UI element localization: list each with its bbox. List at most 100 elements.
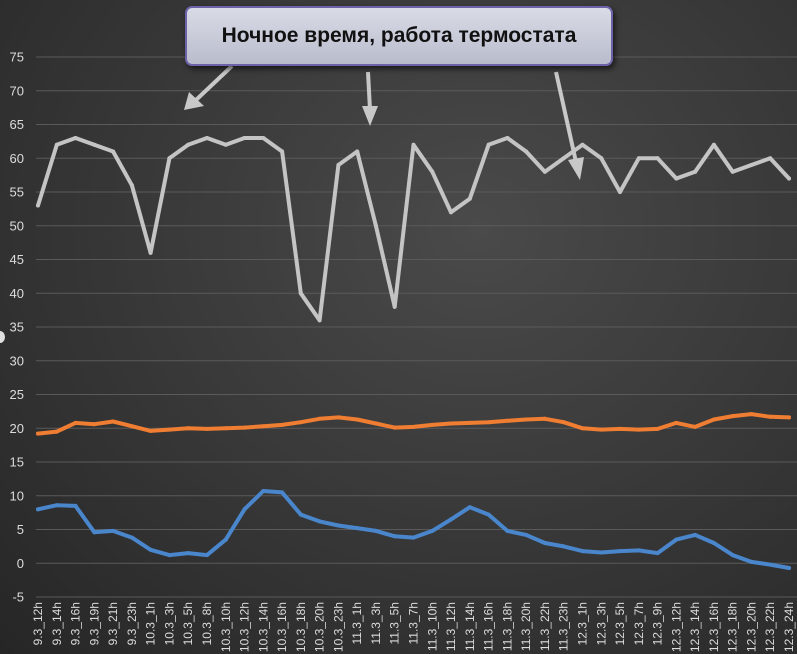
y-tick-label: 50 — [10, 218, 24, 233]
data-point — [561, 420, 566, 425]
data-point — [749, 163, 754, 167]
arrow-3 — [554, 71, 578, 163]
x-tick-label: 11.3_5h — [388, 602, 402, 645]
data-point — [92, 530, 97, 535]
x-tick-label: 12.3_5h — [613, 602, 627, 645]
data-point — [467, 505, 472, 510]
data-point — [392, 534, 397, 539]
y-tick-label: 65 — [10, 117, 24, 132]
data-point — [768, 562, 773, 567]
data-point — [392, 304, 397, 309]
y-tick-label: 40 — [10, 286, 24, 301]
x-tick-label: 10.3_12h — [238, 602, 252, 652]
arrow-2 — [366, 71, 372, 111]
x-tick-label: 10.3_23h — [331, 602, 345, 652]
data-point — [768, 414, 773, 419]
y-tick-label: 25 — [10, 387, 24, 402]
data-point — [561, 156, 566, 161]
data-point — [449, 421, 453, 426]
data-point — [674, 176, 679, 181]
data-point — [524, 532, 529, 537]
x-tick-label: 10.3_14h — [256, 602, 270, 652]
data-point — [599, 550, 604, 555]
data-point — [580, 142, 585, 147]
data-point — [430, 422, 435, 427]
arrow-3-head — [568, 157, 584, 180]
data-point — [148, 547, 153, 552]
data-point — [298, 420, 303, 425]
data-point — [411, 535, 416, 540]
x-tick-label: 12.3_22h — [763, 602, 777, 652]
y-tick-label: 55 — [10, 185, 24, 200]
x-tick-label: 9.3_19h — [87, 602, 101, 645]
data-point — [36, 431, 40, 436]
x-tick-label: 12.3_7h — [632, 602, 646, 645]
data-point — [618, 426, 622, 431]
data-point — [467, 420, 472, 425]
data-point — [261, 424, 266, 429]
data-point — [242, 136, 247, 140]
data-point — [430, 169, 435, 174]
data-point — [148, 250, 153, 255]
callout-arrows — [184, 64, 584, 180]
x-tick-label: 10.3_18h — [294, 602, 308, 652]
data-point — [317, 416, 322, 421]
x-tick-label: 11.3_23h — [557, 602, 571, 651]
data-point — [205, 553, 209, 558]
data-point — [655, 426, 660, 431]
x-tick-label: 12.3_18h — [726, 602, 740, 652]
data-point — [167, 156, 172, 161]
data-point — [205, 426, 209, 431]
data-point — [36, 203, 40, 208]
x-tick-label: 11.3_7h — [407, 602, 421, 645]
data-point — [636, 548, 641, 553]
x-tick-label: 11.3_14h — [463, 602, 477, 651]
data-point — [129, 183, 134, 188]
data-point — [486, 142, 491, 147]
x-tick-label: 9.3_14h — [50, 602, 64, 645]
y-tick-label: 10 — [10, 488, 24, 503]
y-tick-label: 5 — [17, 522, 24, 537]
x-tick-label: 11.3_18h — [500, 602, 514, 651]
x-tick-label: 12.3_24h — [782, 602, 796, 652]
data-point — [693, 169, 698, 174]
x-tick-label: 10.3_10h — [219, 602, 233, 652]
data-point — [373, 223, 378, 228]
data-point — [167, 553, 172, 558]
y-tick-label: 35 — [10, 320, 24, 335]
data-point — [54, 142, 59, 147]
data-point — [430, 528, 435, 533]
data-point — [223, 537, 228, 542]
data-point — [636, 427, 641, 432]
data-point — [111, 149, 116, 154]
data-point — [618, 549, 622, 554]
scroll-handle[interactable] — [0, 331, 5, 343]
data-point — [674, 537, 679, 542]
data-point — [486, 420, 491, 425]
data-point — [355, 149, 360, 154]
x-tick-label: 11.3_3h — [369, 602, 383, 645]
data-point — [768, 156, 773, 161]
x-tick-label: 11.3_22h — [538, 602, 552, 651]
data-point — [223, 426, 228, 431]
x-tick-label: 11.3_1h — [350, 602, 364, 645]
y-tick-label: 15 — [10, 455, 24, 470]
data-point — [73, 503, 78, 508]
x-tick-label: 10.3_16h — [275, 602, 289, 652]
data-point — [730, 414, 735, 419]
data-point — [542, 169, 547, 174]
data-point — [542, 541, 547, 545]
gridlines — [36, 56, 797, 598]
y-tick-label: 45 — [10, 252, 24, 267]
x-tick-label: 11.3_10h — [425, 602, 439, 651]
annotation-text: Ночное время, работа термостата — [221, 24, 577, 47]
data-point — [749, 412, 754, 417]
data-point — [186, 551, 191, 556]
data-point — [524, 417, 529, 422]
data-point — [355, 417, 360, 422]
data-point — [73, 136, 78, 140]
data-point — [373, 528, 378, 533]
data-point — [787, 415, 791, 420]
data-point — [298, 291, 303, 296]
data-point — [298, 512, 303, 517]
